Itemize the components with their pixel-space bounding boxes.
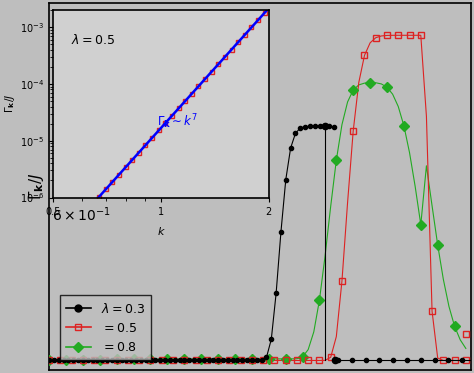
Y-axis label: $\Gamma_{\mathbf{k}}/J$: $\Gamma_{\mathbf{k}}/J$	[27, 173, 46, 200]
Legend: $\lambda = 0.3$, $= 0.5$, $= 0.8$: $\lambda = 0.3$, $= 0.5$, $= 0.8$	[60, 295, 151, 360]
